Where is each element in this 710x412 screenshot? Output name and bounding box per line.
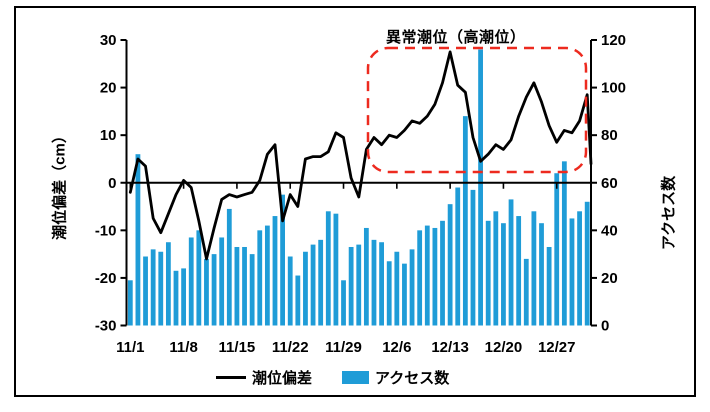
line-series-swatch <box>216 376 246 379</box>
left-axis-tick-label: 20 <box>100 80 117 97</box>
access-bar <box>310 244 316 326</box>
access-bar <box>386 261 392 326</box>
legend-label-access: アクセス数 <box>375 370 450 387</box>
access-bar <box>561 161 567 326</box>
right-axis-tick-label: 40 <box>601 222 618 239</box>
access-bar <box>348 246 354 326</box>
legend-item-access: アクセス数 <box>342 367 449 388</box>
access-bar <box>569 218 575 326</box>
right-axis-tick-label: 100 <box>601 80 626 97</box>
access-bar <box>539 223 544 326</box>
access-bar <box>409 249 415 326</box>
x-axis-tick-label: 12/20 <box>485 339 523 356</box>
right-axis-tick-label: 120 <box>601 32 626 49</box>
access-bar <box>196 230 202 326</box>
access-bar <box>204 258 209 326</box>
access-bar <box>219 237 225 326</box>
access-bar <box>188 237 194 326</box>
access-bar <box>523 258 529 326</box>
access-bar <box>440 220 445 326</box>
access-bar <box>402 263 407 326</box>
legend: 潮位偏差 アクセス数 <box>216 367 449 388</box>
access-bar <box>143 256 148 326</box>
access-bar <box>234 246 240 326</box>
access-bar <box>127 280 133 326</box>
legend-label-tide: 潮位偏差 <box>252 370 313 387</box>
access-bar <box>371 239 377 326</box>
access-bar <box>508 199 514 326</box>
x-axis-tick-label: 11/1 <box>116 339 144 356</box>
access-bar <box>181 268 187 326</box>
access-bar <box>295 275 301 326</box>
access-bar <box>158 251 164 326</box>
left-axis-tick-label: -20 <box>95 270 117 287</box>
x-axis-tick-label: 11/22 <box>272 339 309 356</box>
left-axis-tick-label: -10 <box>95 222 117 239</box>
access-bar <box>584 201 590 326</box>
left-axis-tick-label: 10 <box>100 127 117 144</box>
access-bar <box>501 223 506 326</box>
access-bar <box>394 251 400 326</box>
access-bar <box>470 189 476 326</box>
access-bar <box>531 211 537 326</box>
access-bar <box>516 216 522 326</box>
right-axis-tick-label: 60 <box>601 175 618 192</box>
abnormal-tide-annotation-box <box>366 46 588 174</box>
access-bar <box>546 246 552 326</box>
access-bar <box>554 173 560 326</box>
access-bar <box>363 227 369 326</box>
access-bar <box>165 242 171 326</box>
access-bar <box>150 249 156 326</box>
access-bar <box>257 230 263 326</box>
access-bar <box>424 225 430 326</box>
x-axis-tick-label: 11/29 <box>325 339 362 356</box>
access-bar <box>318 239 324 326</box>
left-axis-tick-label: 0 <box>108 175 116 192</box>
access-bar <box>417 230 423 326</box>
access-bar <box>432 227 438 326</box>
access-bar <box>173 270 179 326</box>
access-bar <box>303 251 308 326</box>
access-bar <box>577 211 582 326</box>
x-axis-tick-label: 12/13 <box>431 339 469 356</box>
access-bar <box>356 244 362 326</box>
access-bar <box>242 246 247 326</box>
x-axis-tick-label: 12/6 <box>382 339 411 356</box>
access-bar <box>478 49 483 326</box>
access-bar <box>447 204 453 326</box>
access-bar <box>341 280 346 326</box>
access-bar <box>333 213 339 326</box>
left-axis-tick-label: 30 <box>100 32 117 49</box>
access-bar <box>379 242 384 326</box>
x-axis-tick-label: 11/8 <box>169 339 197 356</box>
x-axis-tick-label: 11/15 <box>219 339 256 356</box>
access-bar <box>135 154 141 326</box>
left-axis-title: 潮位偏差（cm） <box>51 128 69 240</box>
right-axis-tick-label: 0 <box>601 318 609 335</box>
right-axis-tick-label: 20 <box>601 270 618 287</box>
access-bar <box>493 211 499 326</box>
bar-series-swatch <box>342 371 370 384</box>
access-bar <box>211 254 217 326</box>
access-bar <box>264 225 270 326</box>
access-bar <box>272 216 278 326</box>
access-bar <box>287 256 293 326</box>
right-axis-tick-label: 80 <box>601 127 618 144</box>
access-bar <box>455 187 461 326</box>
access-bar <box>280 194 286 326</box>
access-bar <box>249 254 255 326</box>
chart-border <box>14 6 696 397</box>
access-bar <box>325 211 331 326</box>
right-axis-title: アクセス数 <box>660 175 678 251</box>
annotation-label: 異常潮位（高潮位） <box>386 29 526 46</box>
x-axis-tick-label: 12/27 <box>538 339 576 356</box>
access-bar <box>485 220 491 326</box>
left-axis-tick-label: -30 <box>95 318 117 335</box>
access-bar <box>462 116 468 326</box>
tide-line <box>128 50 593 261</box>
access-bar <box>226 208 232 326</box>
legend-item-tide: 潮位偏差 <box>216 367 312 388</box>
